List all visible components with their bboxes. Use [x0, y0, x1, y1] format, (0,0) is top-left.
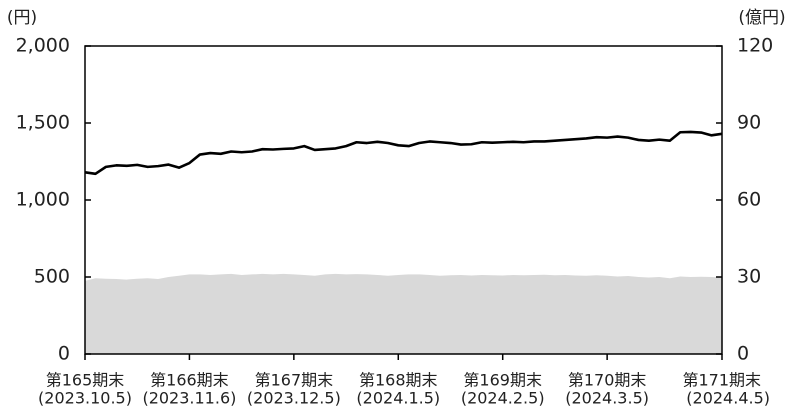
x-tick-label: 第171期末 [682, 371, 761, 390]
y-tick-label: 0 [58, 343, 70, 365]
x-tick-date: (2024.3.5) [565, 389, 649, 408]
x-tick-date: (2024.4.5) [686, 389, 770, 408]
y2-tick-label: 30 [737, 266, 761, 288]
x-tick-label: 第166期末 [150, 371, 229, 390]
x-tick-label: 第167期末 [255, 371, 334, 390]
x-tick-label: 第168期末 [359, 371, 438, 390]
area [85, 273, 722, 354]
x-tick-date: (2024.2.5) [461, 389, 545, 408]
x-tick-date: (2023.12.5) [247, 389, 341, 408]
x-tick-label: 第165期末 [46, 371, 125, 390]
y-tick-label: 1,000 [16, 189, 70, 211]
y2-tick-label: 90 [737, 112, 761, 134]
y2-unit: (億円) [738, 8, 785, 28]
x-tick-label: 第170期末 [568, 371, 647, 390]
x-tick-date: (2023.11.6) [142, 389, 236, 408]
y-tick-label: 1,500 [16, 112, 70, 134]
x-tick-date: (2023.10.5) [38, 389, 132, 408]
line [84, 130, 723, 176]
y2-tick-label: 120 [737, 35, 773, 57]
y2-tick-label: 60 [737, 189, 761, 211]
x-tick-date: (2024.1.5) [356, 389, 440, 408]
y-tick-label: 2,000 [16, 35, 70, 57]
y2-tick-label: 0 [737, 343, 749, 365]
y-unit: (円) [7, 8, 37, 28]
x-tick-label: 第169期末 [463, 371, 542, 390]
y-tick-label: 500 [34, 266, 70, 288]
